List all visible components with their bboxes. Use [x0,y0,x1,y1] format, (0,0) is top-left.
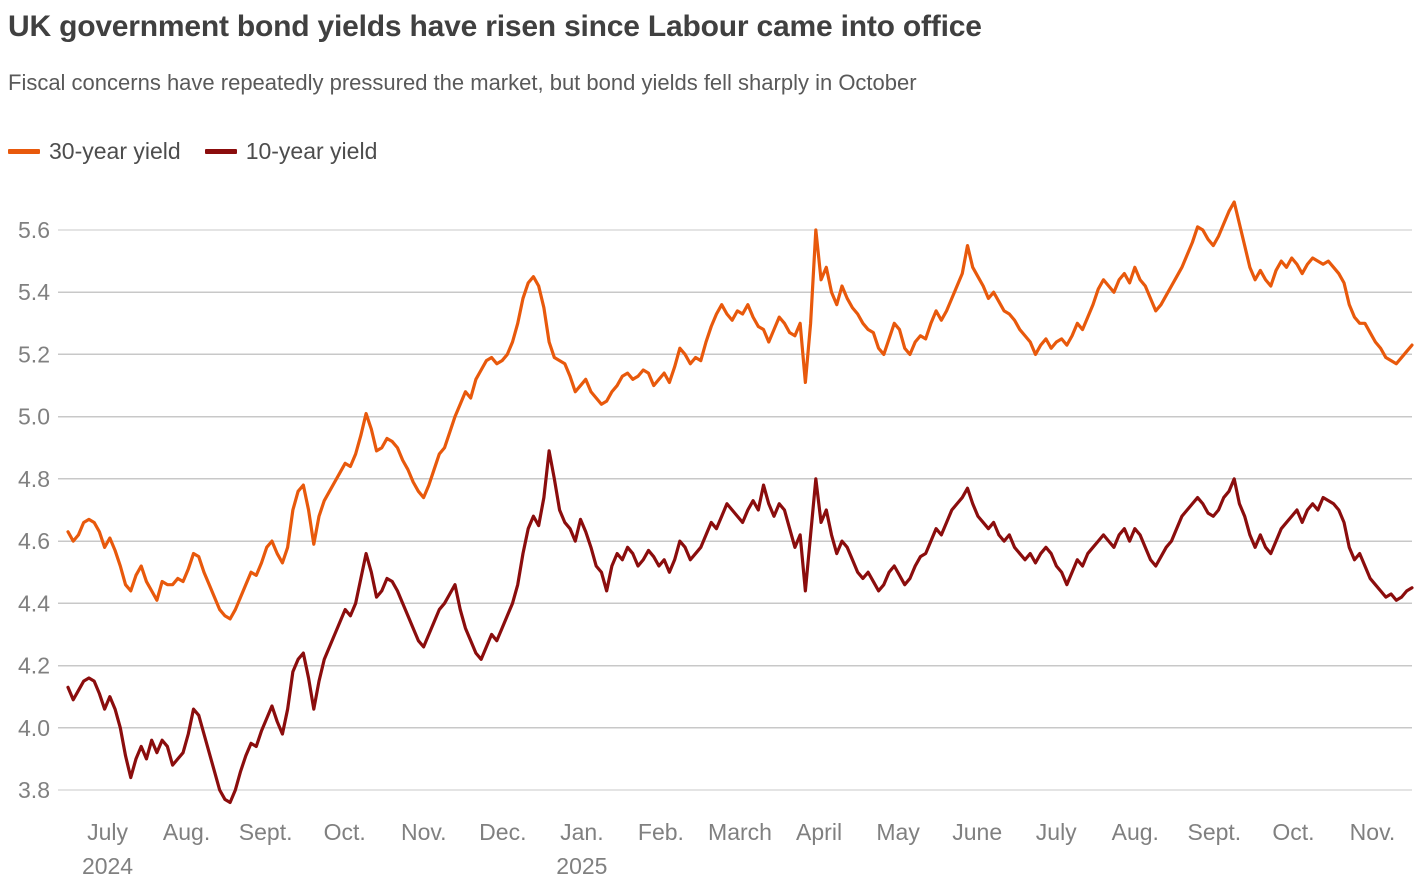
x-axis-tick-label: June [952,819,1002,845]
y-axis-tick-label: 5.0 [18,404,50,430]
y-axis-tick-label: 4.0 [18,715,50,741]
x-axis-tick-label: July [1036,819,1077,845]
legend-swatch-30-year [8,149,40,154]
x-axis-year-label: 2024 [82,853,133,879]
y-axis-tick-label: 5.2 [18,341,50,367]
x-axis-tick-label: Sept. [1187,819,1241,845]
page-title: UK government bond yields have risen sin… [8,10,982,43]
legend-label-10-year: 10-year yield [245,138,378,164]
y-axis-tick-label: 5.6 [18,217,50,243]
legend-label-30-year: 30-year yield [49,138,181,164]
x-axis-tick-label: Jan. [560,819,603,845]
x-axis-tick-label: July [87,819,128,845]
x-axis-tick-label: Aug. [163,819,210,845]
x-axis-tick-label: Aug. [1112,819,1159,845]
series-line-10-year-yield [66,449,1414,805]
chart-series-lines [66,200,1414,805]
y-axis-tick-label: 4.2 [18,653,50,679]
page-subtitle: Fiscal concerns have repeatedly pressure… [8,70,917,95]
x-axis-tick-label: May [876,819,920,845]
legend-swatch-10-year [204,149,237,154]
x-axis-tick-label: Sept. [239,819,293,845]
x-axis-tick-label: Nov. [1350,819,1396,845]
chart-y-axis-labels: 3.8 4.0 4.2 4.4 4.6 4.8 5.0 5.2 5.4 5.6 [18,217,50,803]
x-axis-tick-label: Nov. [401,819,447,845]
x-axis-tick-label: Oct. [1272,819,1314,845]
x-axis-tick-label: Feb. [638,819,684,845]
y-axis-tick-label: 3.8 [18,777,50,803]
x-axis-tick-label: April [796,819,842,845]
series-line-30-year-yield [66,200,1414,621]
y-axis-tick-label: 4.6 [18,528,50,554]
x-axis-tick-label: Oct. [324,819,366,845]
x-axis-tick-label: Dec. [479,819,526,845]
x-axis-tick-label: March [708,819,772,845]
chart-legend: 30-year yield 10-year yield [8,138,377,165]
legend-item-10-year[interactable]: 10-year yield [204,138,378,165]
y-axis-tick-label: 5.4 [18,279,50,305]
legend-item-30-year[interactable]: 30-year yield [8,138,181,165]
y-axis-tick-label: 4.4 [18,590,50,616]
y-axis-tick-label: 4.8 [18,466,50,492]
x-axis-year-label: 2025 [556,853,607,879]
chart-x-axis-labels: July 2024 Aug. Sept. Oct. Nov. Dec. Jan. 2025 Feb… [82,819,1395,879]
